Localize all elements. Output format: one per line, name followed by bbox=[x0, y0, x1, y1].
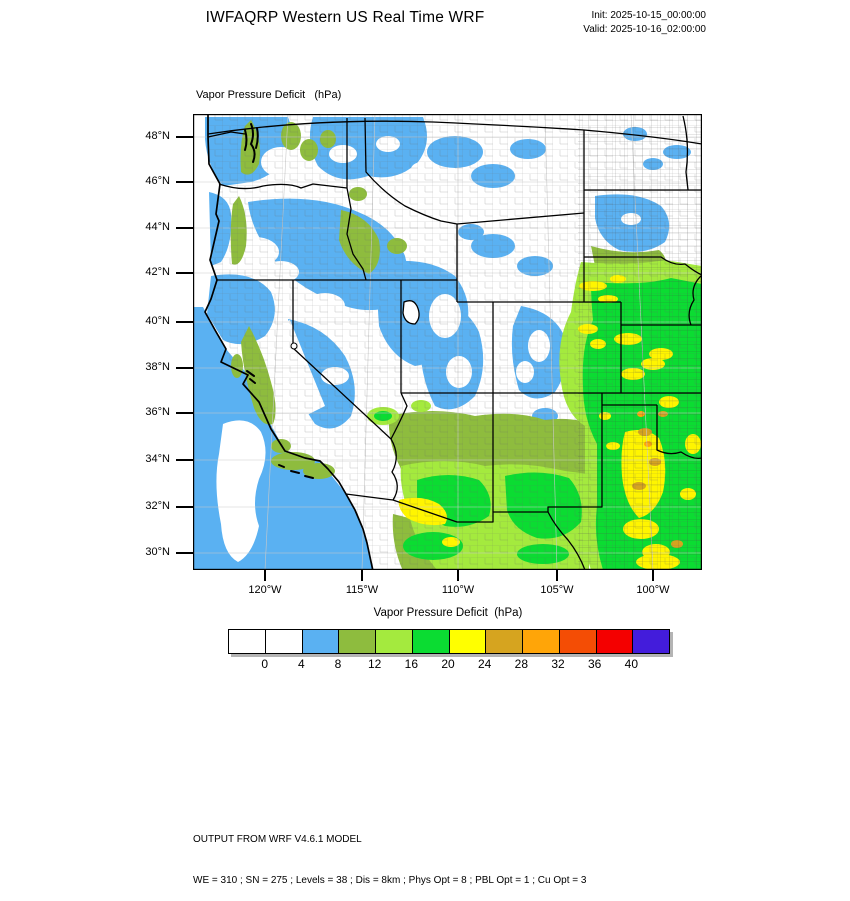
colorbar-tick-label: 20 bbox=[441, 657, 455, 671]
lat-tick bbox=[176, 412, 193, 414]
colorbar-cell bbox=[558, 630, 596, 653]
coastline bbox=[204, 114, 420, 572]
colorbar-tick-label: 8 bbox=[334, 657, 342, 671]
colorbar-cell bbox=[411, 630, 449, 653]
colorbar-cell bbox=[522, 630, 559, 653]
lat-tick-label: 38°N bbox=[145, 361, 170, 373]
colorbar-tick-label: 36 bbox=[587, 657, 602, 671]
valid-time-label: Valid: 2025-10-16_02:00:00 bbox=[583, 23, 706, 35]
lon-tick bbox=[457, 570, 459, 581]
lat-tick-label: 48°N bbox=[145, 130, 170, 142]
colorbar-tick-label: 0 bbox=[261, 657, 268, 671]
lat-tick-label: 32°N bbox=[145, 500, 170, 512]
lon-tick-label: 100°W bbox=[636, 584, 670, 596]
colorbar-cell bbox=[485, 630, 522, 653]
colorbar-cell bbox=[301, 630, 339, 653]
lat-tick bbox=[176, 181, 193, 183]
puget-sound bbox=[249, 123, 256, 163]
lat-tick bbox=[176, 321, 193, 323]
run-time-block: Init: 2025-10-15_00:00:00 Valid: 2025-10… bbox=[583, 9, 706, 36]
colorbar-cell bbox=[632, 630, 669, 653]
init-time-label: Init: 2025-10-15_00:00:00 bbox=[591, 10, 706, 21]
lat-tick-label: 34°N bbox=[145, 453, 170, 465]
colorbar-cell bbox=[264, 630, 302, 653]
lat-tick bbox=[176, 367, 193, 369]
lon-tick-label: 105°W bbox=[540, 584, 574, 596]
colorbar-tick-label: 40 bbox=[624, 657, 638, 671]
colorbar bbox=[228, 629, 670, 654]
colorbar-cell bbox=[375, 630, 412, 653]
colorbar-tick-label: 4 bbox=[297, 657, 305, 671]
lat-tick bbox=[176, 552, 193, 554]
lon-tick-label: 110°W bbox=[441, 584, 475, 596]
lat-tick bbox=[176, 506, 193, 508]
lon-tick-label: 115°W bbox=[345, 584, 379, 596]
lat-tick bbox=[176, 272, 193, 274]
lat-tick-label: 42°N bbox=[145, 266, 170, 278]
lon-tick bbox=[556, 570, 558, 581]
footer-line-1: OUTPUT FROM WRF V4.6.1 MODEL bbox=[193, 834, 362, 845]
lake-tahoe bbox=[290, 342, 298, 350]
lat-tick-label: 40°N bbox=[145, 315, 170, 327]
map-panel bbox=[193, 113, 703, 572]
lat-tick-label: 44°N bbox=[145, 221, 170, 233]
lat-tick bbox=[176, 136, 193, 138]
colorbar-tick-label: 12 bbox=[367, 657, 382, 671]
lat-tick-label: 36°N bbox=[145, 406, 170, 418]
colorbar-title: Vapor Pressure Deficit (hPa) bbox=[373, 607, 523, 619]
lon-tick bbox=[652, 570, 654, 581]
footer-line-2: WE = 310 ; SN = 275 ; Levels = 38 ; Dis … bbox=[193, 874, 587, 886]
great-salt-lake bbox=[402, 300, 420, 325]
plot-title: Vapor Pressure Deficit (hPa) bbox=[196, 89, 342, 101]
colorbar-cell bbox=[595, 630, 633, 653]
strait-of-juan-de-fuca bbox=[207, 131, 246, 138]
colorbar-cell bbox=[338, 630, 375, 653]
lon-tick bbox=[361, 570, 363, 581]
lon-tick-label: 120°W bbox=[248, 584, 282, 596]
colorbar-cell bbox=[448, 630, 486, 653]
channel-islands bbox=[278, 464, 314, 479]
colorbar-tick-label: 24 bbox=[477, 657, 492, 671]
footer: OUTPUT FROM WRF V4.6.1 MODEL WE = 310 ; … bbox=[193, 806, 586, 901]
colorbar-cell bbox=[229, 630, 265, 653]
colorbar-tick-label: 32 bbox=[551, 657, 565, 671]
san-francisco-bay bbox=[246, 370, 256, 384]
lat-tick bbox=[176, 459, 193, 461]
lat-tick-label: 30°N bbox=[145, 546, 170, 558]
map-frame bbox=[193, 114, 702, 570]
lat-tick-label: 46°N bbox=[145, 175, 170, 187]
map-canvas bbox=[193, 113, 703, 572]
page-title: IWFAQRP Western US Real Time WRF bbox=[205, 9, 485, 26]
page-root: { "header": { "title": "IWFAQRP Western … bbox=[145, 9, 706, 886]
colorbar-tick-label: 28 bbox=[514, 657, 528, 671]
lat-tick bbox=[176, 227, 193, 229]
lon-tick bbox=[264, 570, 266, 581]
colorbar-tick-label: 16 bbox=[404, 657, 418, 671]
